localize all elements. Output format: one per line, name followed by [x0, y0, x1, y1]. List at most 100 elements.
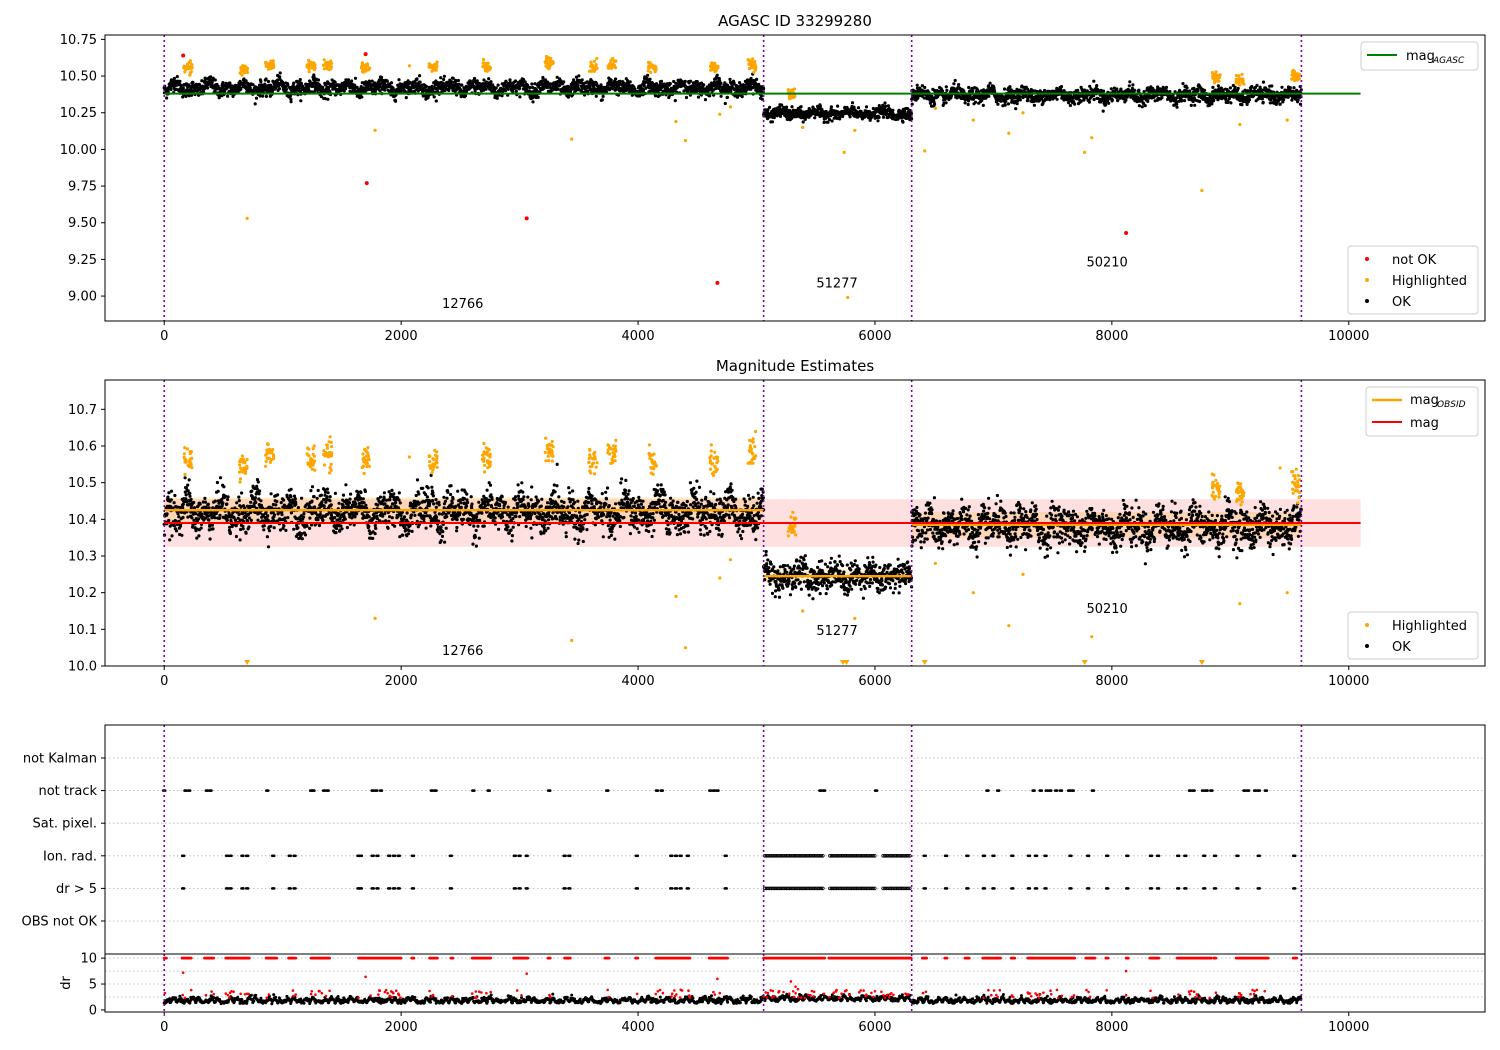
ok-point	[277, 87, 281, 91]
highlighted-point	[786, 88, 790, 92]
ok-point	[213, 78, 217, 82]
ok-point	[915, 83, 919, 87]
ok-point	[790, 105, 794, 109]
ok-point	[209, 75, 213, 79]
ok-point	[1185, 86, 1189, 90]
highlighted-point	[1200, 188, 1204, 193]
ok-point	[264, 77, 268, 81]
ok-point	[668, 82, 672, 86]
ok-point	[270, 90, 274, 94]
not-ok-point	[363, 52, 368, 57]
ok-point	[1203, 88, 1207, 92]
ok-point	[1127, 84, 1131, 88]
highlighted-point	[186, 62, 190, 66]
ok-point	[404, 96, 408, 100]
ok-point	[360, 95, 364, 99]
ok-point	[910, 117, 914, 121]
ok-point	[514, 89, 518, 93]
ok-point	[367, 79, 371, 83]
ok-point	[518, 95, 522, 99]
highlighted-point	[614, 59, 618, 63]
highlighted-point	[311, 64, 316, 68]
ok-point	[170, 534, 174, 538]
ok-point	[319, 95, 323, 99]
ok-point	[886, 104, 891, 108]
ok-point	[172, 76, 176, 81]
ok-point	[1068, 103, 1072, 108]
ok-point	[316, 78, 321, 82]
ok-point	[239, 87, 243, 91]
ok-point	[1278, 102, 1282, 106]
highlighted-point	[594, 65, 598, 69]
ok-point	[728, 77, 732, 81]
ok-point	[940, 89, 945, 93]
ok-point	[1250, 84, 1254, 89]
ok-point	[168, 81, 172, 85]
ok-point	[848, 115, 852, 119]
ok-point	[261, 94, 265, 98]
ok-point	[646, 73, 650, 77]
ok-point	[326, 97, 330, 101]
ok-point	[1137, 88, 1141, 92]
highlighted-point	[971, 118, 975, 122]
highlighted-point	[481, 61, 485, 65]
ok-point	[945, 88, 949, 92]
ok-point	[200, 79, 204, 83]
ok-point	[442, 74, 446, 78]
ok-point	[673, 99, 677, 103]
y-tick-label: 9.75	[68, 180, 97, 195]
ok-point	[696, 95, 701, 99]
ok-point	[258, 94, 262, 98]
ok-point	[864, 105, 869, 109]
highlighted-point	[683, 139, 688, 143]
highlighted-point	[709, 68, 713, 72]
ok-point	[755, 77, 759, 81]
highlighted-point	[651, 64, 655, 69]
ok-point	[1087, 100, 1091, 104]
ok-point	[1092, 97, 1096, 102]
ok-point	[909, 111, 914, 116]
ok-point	[254, 96, 259, 100]
highlighted-point	[607, 66, 611, 70]
ok-point	[884, 104, 888, 108]
ok-point	[1160, 96, 1164, 100]
ok-point	[768, 105, 772, 109]
ok-point	[988, 81, 992, 85]
ok-point	[432, 95, 436, 99]
highlighted-point	[750, 65, 754, 70]
ok-point	[418, 80, 422, 84]
highlighted-point	[481, 65, 485, 69]
legend-marker	[1365, 257, 1369, 261]
ok-point	[284, 87, 288, 91]
ok-point	[1128, 80, 1132, 84]
highlighted-point	[728, 105, 733, 109]
ok-point	[822, 120, 826, 124]
ok-point	[689, 79, 693, 83]
ok-point	[981, 103, 985, 107]
ok-point	[173, 493, 177, 498]
ok-point	[1198, 99, 1202, 104]
ok-point	[877, 115, 881, 119]
highlighted-point	[188, 60, 192, 64]
ok-point	[580, 78, 584, 82]
ok-point	[967, 85, 971, 90]
highlighted-point	[407, 64, 412, 68]
ok-point	[1006, 102, 1011, 106]
ok-point	[966, 102, 970, 107]
y-tick-label: 9.00	[68, 290, 97, 305]
ok-point	[278, 75, 282, 79]
highlighted-point	[592, 59, 597, 64]
ok-point	[487, 77, 491, 81]
highlighted-point	[595, 56, 599, 61]
highlighted-point	[648, 64, 652, 68]
ok-point	[719, 94, 723, 98]
legend-label: OK	[1392, 295, 1411, 310]
highlighted-point	[611, 57, 615, 61]
ok-point	[244, 79, 248, 83]
ok-point	[1146, 99, 1150, 103]
highlighted-point	[432, 68, 436, 72]
highlighted-point	[271, 66, 275, 70]
